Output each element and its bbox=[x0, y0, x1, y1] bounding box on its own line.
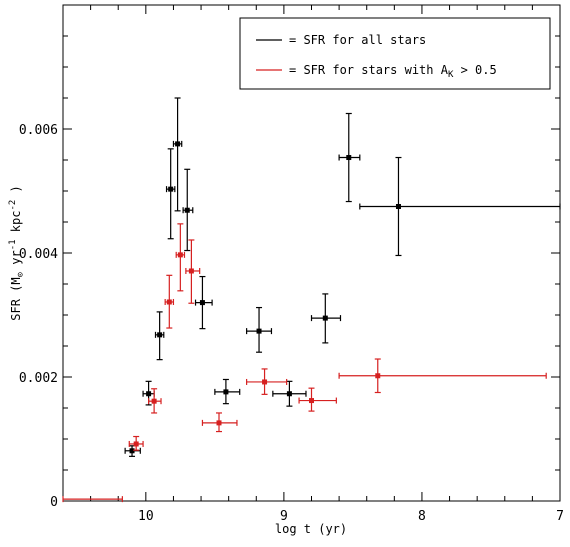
point-marker bbox=[286, 391, 292, 397]
data-point bbox=[185, 239, 201, 304]
data-point bbox=[124, 445, 141, 457]
point-marker bbox=[166, 299, 172, 305]
point-marker bbox=[322, 315, 328, 321]
data-point bbox=[164, 274, 175, 329]
y-tick-label: 0 bbox=[50, 495, 58, 510]
y-label-rest: yr bbox=[9, 250, 23, 272]
data-point bbox=[154, 311, 165, 361]
y-tick-label: 0.002 bbox=[19, 371, 58, 386]
data-point bbox=[175, 223, 186, 292]
point-marker bbox=[256, 328, 262, 334]
data-point bbox=[182, 168, 194, 252]
solar-symbol: ⊙ bbox=[16, 272, 26, 277]
data-point bbox=[128, 435, 144, 451]
y-label-unit: kpc bbox=[9, 211, 23, 240]
legend-box bbox=[239, 17, 551, 90]
point-marker bbox=[184, 207, 190, 213]
x-axis-label: log t (yr) bbox=[275, 522, 347, 536]
data-point bbox=[338, 112, 361, 203]
data-point bbox=[338, 358, 547, 394]
data-point bbox=[298, 387, 337, 412]
data-point bbox=[359, 156, 561, 257]
y-label-main: SFR (M bbox=[9, 277, 23, 320]
point-marker bbox=[216, 420, 222, 426]
data-point bbox=[214, 378, 241, 405]
data-point bbox=[246, 368, 288, 395]
point-marker bbox=[157, 332, 163, 338]
point-marker bbox=[199, 300, 205, 306]
x-tick-label: 10 bbox=[138, 509, 154, 524]
x-tick-label: 9 bbox=[280, 509, 288, 524]
y-label-sup2: -2 bbox=[8, 200, 18, 211]
series-all-stars bbox=[124, 97, 561, 457]
y-tick-label: 0.004 bbox=[19, 247, 58, 262]
data-point bbox=[310, 293, 342, 344]
data-point bbox=[246, 306, 273, 353]
point-marker bbox=[129, 448, 135, 454]
point-marker bbox=[375, 373, 381, 379]
data-point bbox=[194, 275, 213, 330]
axis-ticks bbox=[62, 5, 561, 502]
point-marker bbox=[309, 398, 314, 404]
legend-label-red: = SFR for stars with AK > 0.5 bbox=[289, 63, 497, 80]
data-point bbox=[62, 496, 123, 503]
point-marker bbox=[395, 204, 401, 209]
y-axis-label: SFR (M⊙ yr-1 kpc-2 ) bbox=[8, 185, 26, 321]
point-marker bbox=[133, 441, 139, 447]
series-extincted-stars bbox=[62, 223, 547, 503]
point-marker bbox=[262, 379, 268, 385]
y-label-sup1: -1 bbox=[8, 239, 18, 250]
x-tick-label: 7 bbox=[556, 509, 564, 524]
point-marker bbox=[168, 186, 174, 192]
legend: = SFR for all stars = SFR for stars with… bbox=[239, 17, 551, 90]
x-tick-label: 8 bbox=[418, 509, 426, 524]
point-marker bbox=[346, 155, 352, 161]
axis-tick-labels: 10 9 8 7 0 0.002 0.004 0.006 bbox=[19, 123, 564, 524]
legend-label-all: = SFR for all stars bbox=[289, 33, 426, 47]
y-label-close: ) bbox=[9, 185, 23, 199]
point-marker bbox=[175, 141, 181, 147]
legend-red-subscript: K bbox=[448, 70, 454, 80]
legend-red-suffix: > 0.5 bbox=[453, 63, 496, 77]
legend-red-prefix: = SFR for stars with A bbox=[289, 63, 449, 77]
data-point bbox=[172, 97, 183, 212]
data-point bbox=[272, 380, 307, 407]
point-marker bbox=[177, 252, 183, 258]
point-marker bbox=[151, 398, 157, 404]
point-marker bbox=[223, 389, 229, 395]
point-marker bbox=[146, 391, 152, 397]
data-point bbox=[201, 412, 238, 433]
y-tick-label: 0.006 bbox=[19, 123, 58, 138]
data-point bbox=[147, 388, 162, 414]
svg-text:SFR (M⊙ yr-1 kpc-2 ): SFR (M⊙ yr-1 kpc-2 ) bbox=[8, 185, 26, 321]
point-marker bbox=[188, 268, 194, 274]
data-point bbox=[165, 148, 176, 240]
